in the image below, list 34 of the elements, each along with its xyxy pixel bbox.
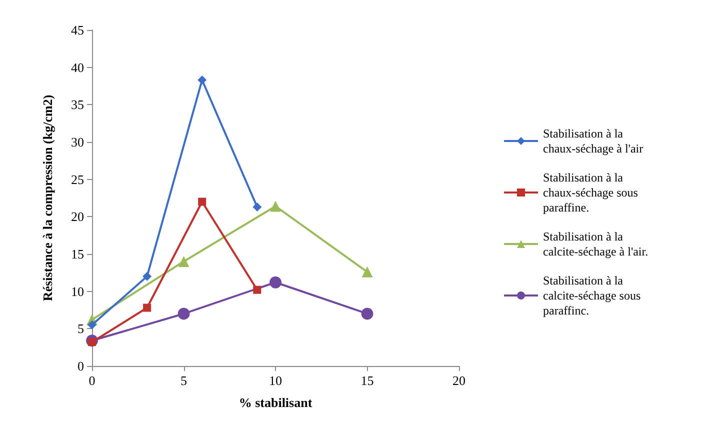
point <box>198 76 207 85</box>
point <box>270 200 281 212</box>
y-tick-label: 15 <box>71 246 84 262</box>
x-tick-label: 0 <box>88 373 96 388</box>
point <box>178 256 190 267</box>
legend-label: Stabilisation à la chaux-séchage sous paraffine. <box>543 170 641 214</box>
y-tick-label: 35 <box>71 97 84 112</box>
point <box>362 266 373 278</box>
point <box>198 198 206 206</box>
y-tick-label: 5 <box>78 321 84 336</box>
x-axis-title: % stabilisant <box>238 395 313 410</box>
point <box>361 308 374 320</box>
x-tick-label: 20 <box>452 373 466 388</box>
point <box>142 272 152 281</box>
y-tick-label: 10 <box>71 284 84 299</box>
legend-label: Stabilisation à la calcite-séchage à l'air. <box>543 230 648 258</box>
point <box>143 304 152 312</box>
y-axis-title: Résistance à la compression (kg/cm2) <box>40 94 55 302</box>
y-tick-label: 20 <box>71 209 84 224</box>
point <box>178 308 190 320</box>
x-tick-label: 10 <box>269 373 282 388</box>
x-tick-label: 15 <box>360 373 374 388</box>
point <box>270 276 282 288</box>
point <box>253 286 262 294</box>
point <box>252 202 262 212</box>
legend-label: Stabilisation à la calcite-séchage sous paraffinc. <box>543 274 644 318</box>
y-tick-label: 40 <box>71 60 84 75</box>
legend-label: Stabilisation à la chaux-séchage à l'air <box>543 126 644 156</box>
x-tick-label: 5 <box>180 373 187 388</box>
y-tick-label: 45 <box>71 22 84 38</box>
y-tick-label: 30 <box>71 134 84 150</box>
point <box>88 320 96 330</box>
y-tick-label: 25 <box>71 172 84 187</box>
y-tick-label: 0 <box>78 358 84 374</box>
